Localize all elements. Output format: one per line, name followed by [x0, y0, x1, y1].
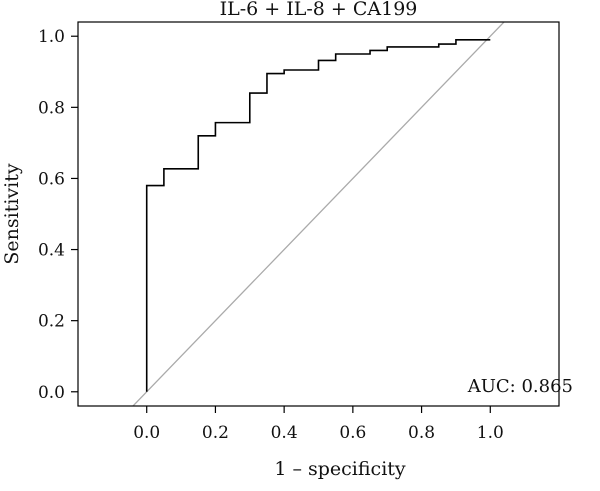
- y-tick-label: 0.0: [38, 383, 65, 403]
- plot-frame: [77, 21, 560, 407]
- reference-diagonal-line: [132, 22, 505, 406]
- y-axis-label: Sensitivity: [1, 163, 23, 264]
- y-tick-label: 1.0: [38, 27, 65, 47]
- x-tick-label: 0.0: [133, 423, 160, 443]
- y-axis: 0.0 0.2 0.4 0.6 0.8 1.0: [38, 27, 78, 403]
- x-tick-label: 0.4: [271, 423, 298, 443]
- x-tick-label: 0.8: [408, 423, 435, 443]
- x-axis: 0.0 0.2 0.4 0.6 0.8 1.0: [133, 406, 504, 443]
- y-tick-label: 0.6: [38, 169, 65, 189]
- x-axis-label: 1 – specificity: [274, 458, 406, 480]
- x-tick-label: 0.6: [339, 423, 366, 443]
- plot-area: [132, 22, 505, 406]
- roc-curve-line: [145, 38, 491, 392]
- x-tick-label: 1.0: [477, 423, 504, 443]
- y-tick-label: 0.4: [38, 241, 65, 261]
- chart-title: IL-6 + IL-8 + CA199: [220, 0, 418, 20]
- y-tick-label: 0.8: [38, 98, 65, 118]
- x-tick-label: 0.2: [202, 423, 229, 443]
- auc-annotation: AUC: 0.865: [467, 376, 573, 397]
- y-tick-label: 0.2: [38, 312, 65, 332]
